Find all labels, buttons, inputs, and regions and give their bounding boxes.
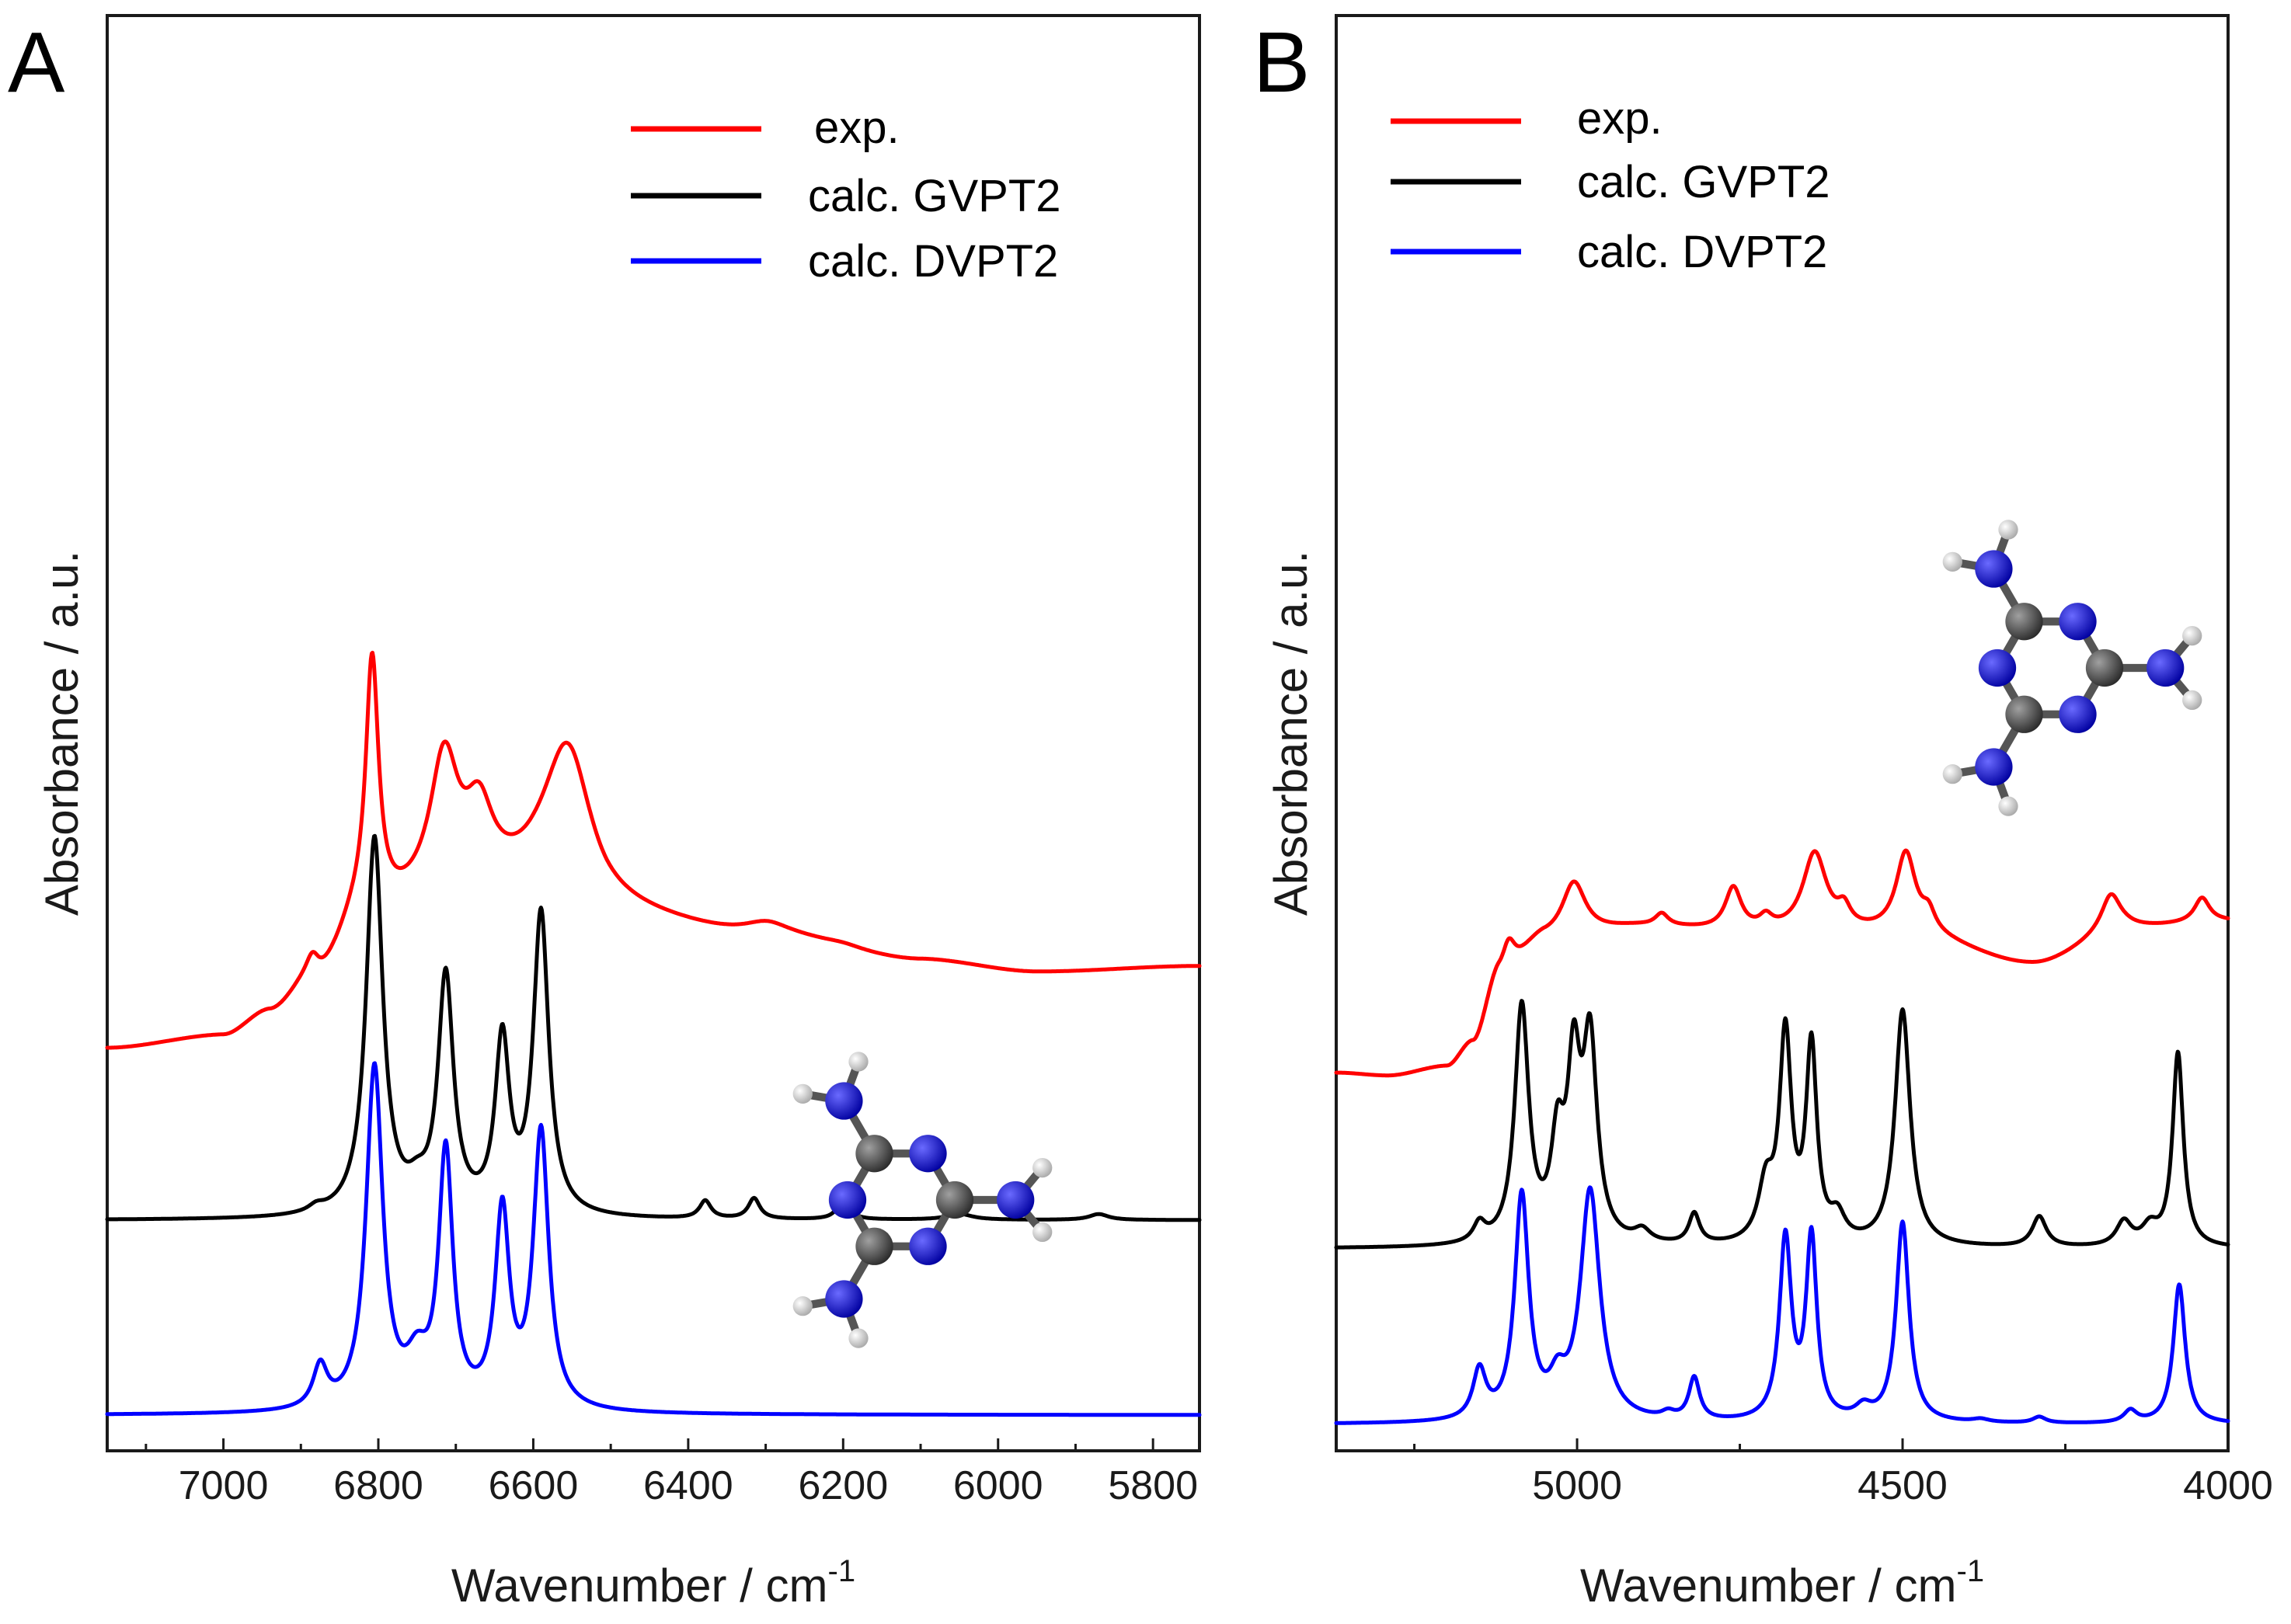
panel-a-x-axis-label-text: Wavenumber / cm [451, 1560, 828, 1612]
molecule-atom-n [997, 1181, 1035, 1219]
molecule-atom-h [1998, 796, 2018, 816]
panel-a: A 7000 6800 6600 6400 6200 6000 5800 exp. calc… [8, 14, 1202, 1612]
x-tick-label: 7000 [179, 1463, 269, 1508]
legend-label-dvpt2: calc. DVPT2 [808, 236, 1058, 287]
molecule-atom-c [935, 1181, 974, 1219]
molecule-atom-h [848, 1328, 869, 1348]
molecule-atom-n [2059, 603, 2097, 641]
molecule-atom-h [2182, 625, 2202, 646]
molecule-atom-n [2059, 695, 2097, 733]
series-line-calc-gvpt2 [105, 833, 1202, 1222]
panel-a-molecule-inset [792, 1052, 1053, 1348]
panel-a-traces [105, 650, 1202, 1417]
series-line-calc-gvpt2 [1334, 999, 2230, 1250]
x-tick-label: 6200 [798, 1463, 888, 1508]
panel-b-x-axis-label-text: Wavenumber / cm [1580, 1560, 1957, 1612]
molecule-atom-h [1032, 1157, 1053, 1178]
panel-b-molecule-inset [1942, 520, 2202, 816]
molecule-atom-h [848, 1052, 869, 1072]
molecule-atom-c [2005, 603, 2043, 641]
panel-a-x-ticks: 7000 6800 6600 6400 6200 6000 5800 [144, 1438, 1198, 1508]
panel-b-plot-frame [1335, 14, 2230, 1452]
series-line-calc-dvpt2 [105, 1061, 1202, 1417]
molecule-atom-n [825, 1280, 863, 1318]
molecule-atom-n [909, 1227, 947, 1265]
panel-a-x-axis-label-sup: -1 [828, 1554, 856, 1588]
panel-a-y-axis-label: Absorbance / a.u. [36, 551, 88, 916]
molecule-atom-n [825, 1082, 863, 1120]
molecule-atom-h [1942, 551, 1962, 572]
molecule-atom-n [828, 1181, 867, 1219]
legend-label-exp: exp. [1577, 93, 1663, 144]
panel-a-plot-frame [106, 14, 1201, 1452]
series-line-exp [105, 650, 1202, 1050]
legend-label-exp: exp. [814, 103, 900, 153]
x-tick-label: 6600 [489, 1463, 579, 1508]
panel-b-x-axis-label-sup: -1 [1957, 1554, 1985, 1588]
panel-b-y-axis-label: Absorbance / a.u. [1265, 551, 1317, 916]
molecule-atom-h [792, 1296, 813, 1316]
molecule-atom-c [2005, 695, 2043, 733]
molecule-atom-c [855, 1227, 893, 1265]
molecule-atom-h [1942, 764, 1962, 784]
molecule-atom-h [1998, 520, 2018, 540]
legend-label-gvpt2: calc. GVPT2 [808, 171, 1061, 221]
molecule-atom-h [792, 1083, 813, 1104]
molecule-atom-c [855, 1135, 893, 1173]
molecule-atom-n [2147, 649, 2185, 687]
panel-b-legend: exp. calc. GVPT2 calc. DVPT2 [1391, 93, 1830, 277]
panel-a-x-axis-label: Wavenumber / cm-1 [451, 1554, 855, 1612]
panel-b-x-ticks: 5000 4500 4000 [1413, 1438, 2273, 1508]
panel-b-x-axis-label: Wavenumber / cm-1 [1580, 1554, 1984, 1612]
panel-b-traces [1334, 848, 2230, 1425]
x-tick-label: 6800 [333, 1463, 423, 1508]
panel-a-label: A [8, 15, 65, 110]
x-tick-label: 4500 [1858, 1463, 1948, 1508]
legend-label-dvpt2: calc. DVPT2 [1577, 227, 1827, 277]
molecule-atom-h [1032, 1222, 1053, 1243]
x-tick-label: 5800 [1108, 1463, 1198, 1508]
x-tick-label: 6400 [643, 1463, 733, 1508]
molecule-atom-h [2182, 690, 2202, 711]
legend-label-gvpt2: calc. GVPT2 [1577, 157, 1830, 207]
molecule-atom-n [1975, 550, 2013, 588]
molecule-atom-n [1978, 649, 2017, 687]
molecule-atom-c [2085, 649, 2124, 687]
x-tick-label: 4000 [2183, 1463, 2273, 1508]
molecule-atom-n [1975, 748, 2013, 786]
series-line-exp [1334, 848, 2230, 1078]
panel-b: B 5000 4500 4000 exp. calc. GVPT2 calc. DV… [1253, 14, 2273, 1612]
x-tick-label: 6000 [953, 1463, 1043, 1508]
molecule-drawing [792, 1052, 1053, 1348]
x-tick-label: 5000 [1532, 1463, 1622, 1508]
molecule-atom-n [909, 1135, 947, 1173]
panel-a-legend: exp. calc. GVPT2 calc. DVPT2 [631, 103, 1061, 287]
molecule-drawing [1942, 520, 2202, 816]
series-line-calc-dvpt2 [1334, 1185, 2230, 1425]
panel-b-label: B [1253, 15, 1310, 110]
